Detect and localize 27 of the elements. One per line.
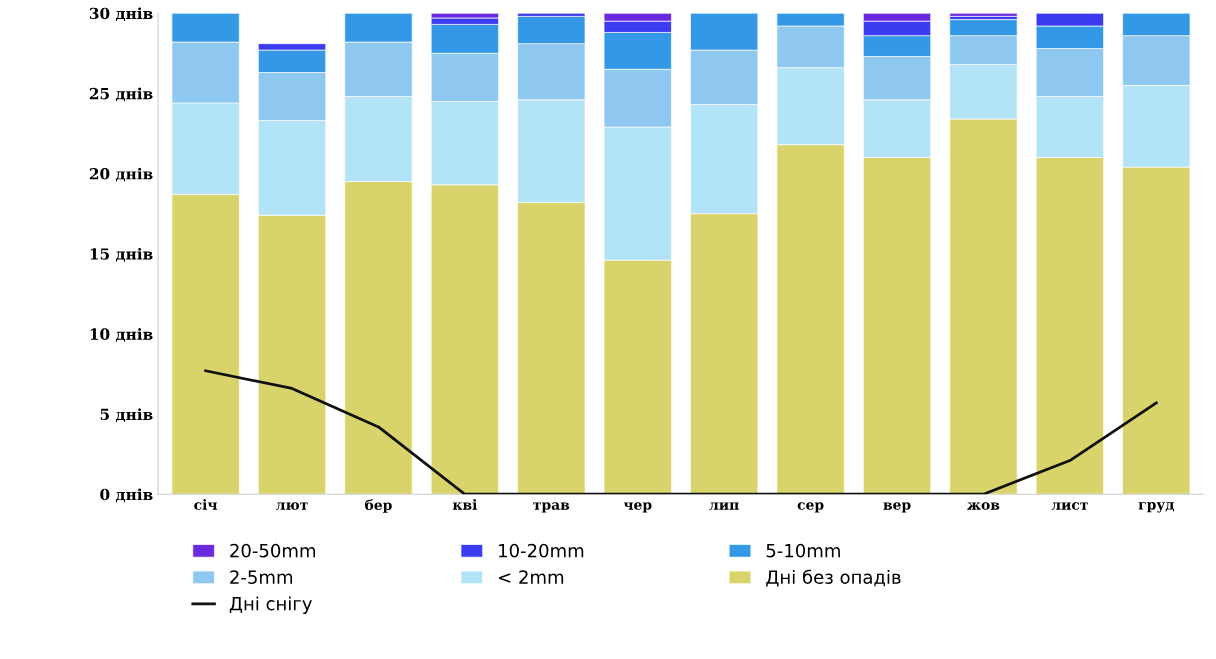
y-tick-label: 15 днів [90,247,153,262]
x-tick-label: бер [365,499,392,513]
y-tick-label: 0 днів [100,488,153,503]
x-tick-label: лист [1051,502,1088,510]
legend-label: 5-10mm [766,543,840,558]
x-tick-label: кві [452,499,478,510]
x-tick-label: сер [797,502,824,513]
legend-label: 2-5mm [230,570,293,584]
legend-label: 10-20mm [499,543,584,558]
legend-label: Дні без опадів [766,569,901,587]
x-tick-label: вер [883,502,911,513]
y-tick-label: 10 днів [90,328,153,342]
x-tick-label: жов [967,502,1000,510]
y-tick-label: 20 днів [89,167,153,182]
x-tick-label: чер [623,502,652,513]
x-tick-label: лип [709,502,739,510]
x-tick-label: трав [533,502,570,513]
y-tick-label: 5 днів [100,408,153,422]
x-tick-label: лют [275,502,308,510]
legend-label: < 2mm [499,570,564,584]
legend-label: 20-50mm [230,543,316,558]
x-tick-label: груд [1138,502,1175,513]
y-tick-label: 30 днів [89,7,153,22]
x-tick-label: січ [194,499,218,510]
legend-label: Дні снігу [229,596,312,614]
line-series [204,369,1158,495]
y-tick-label: 25 днів [89,87,153,102]
